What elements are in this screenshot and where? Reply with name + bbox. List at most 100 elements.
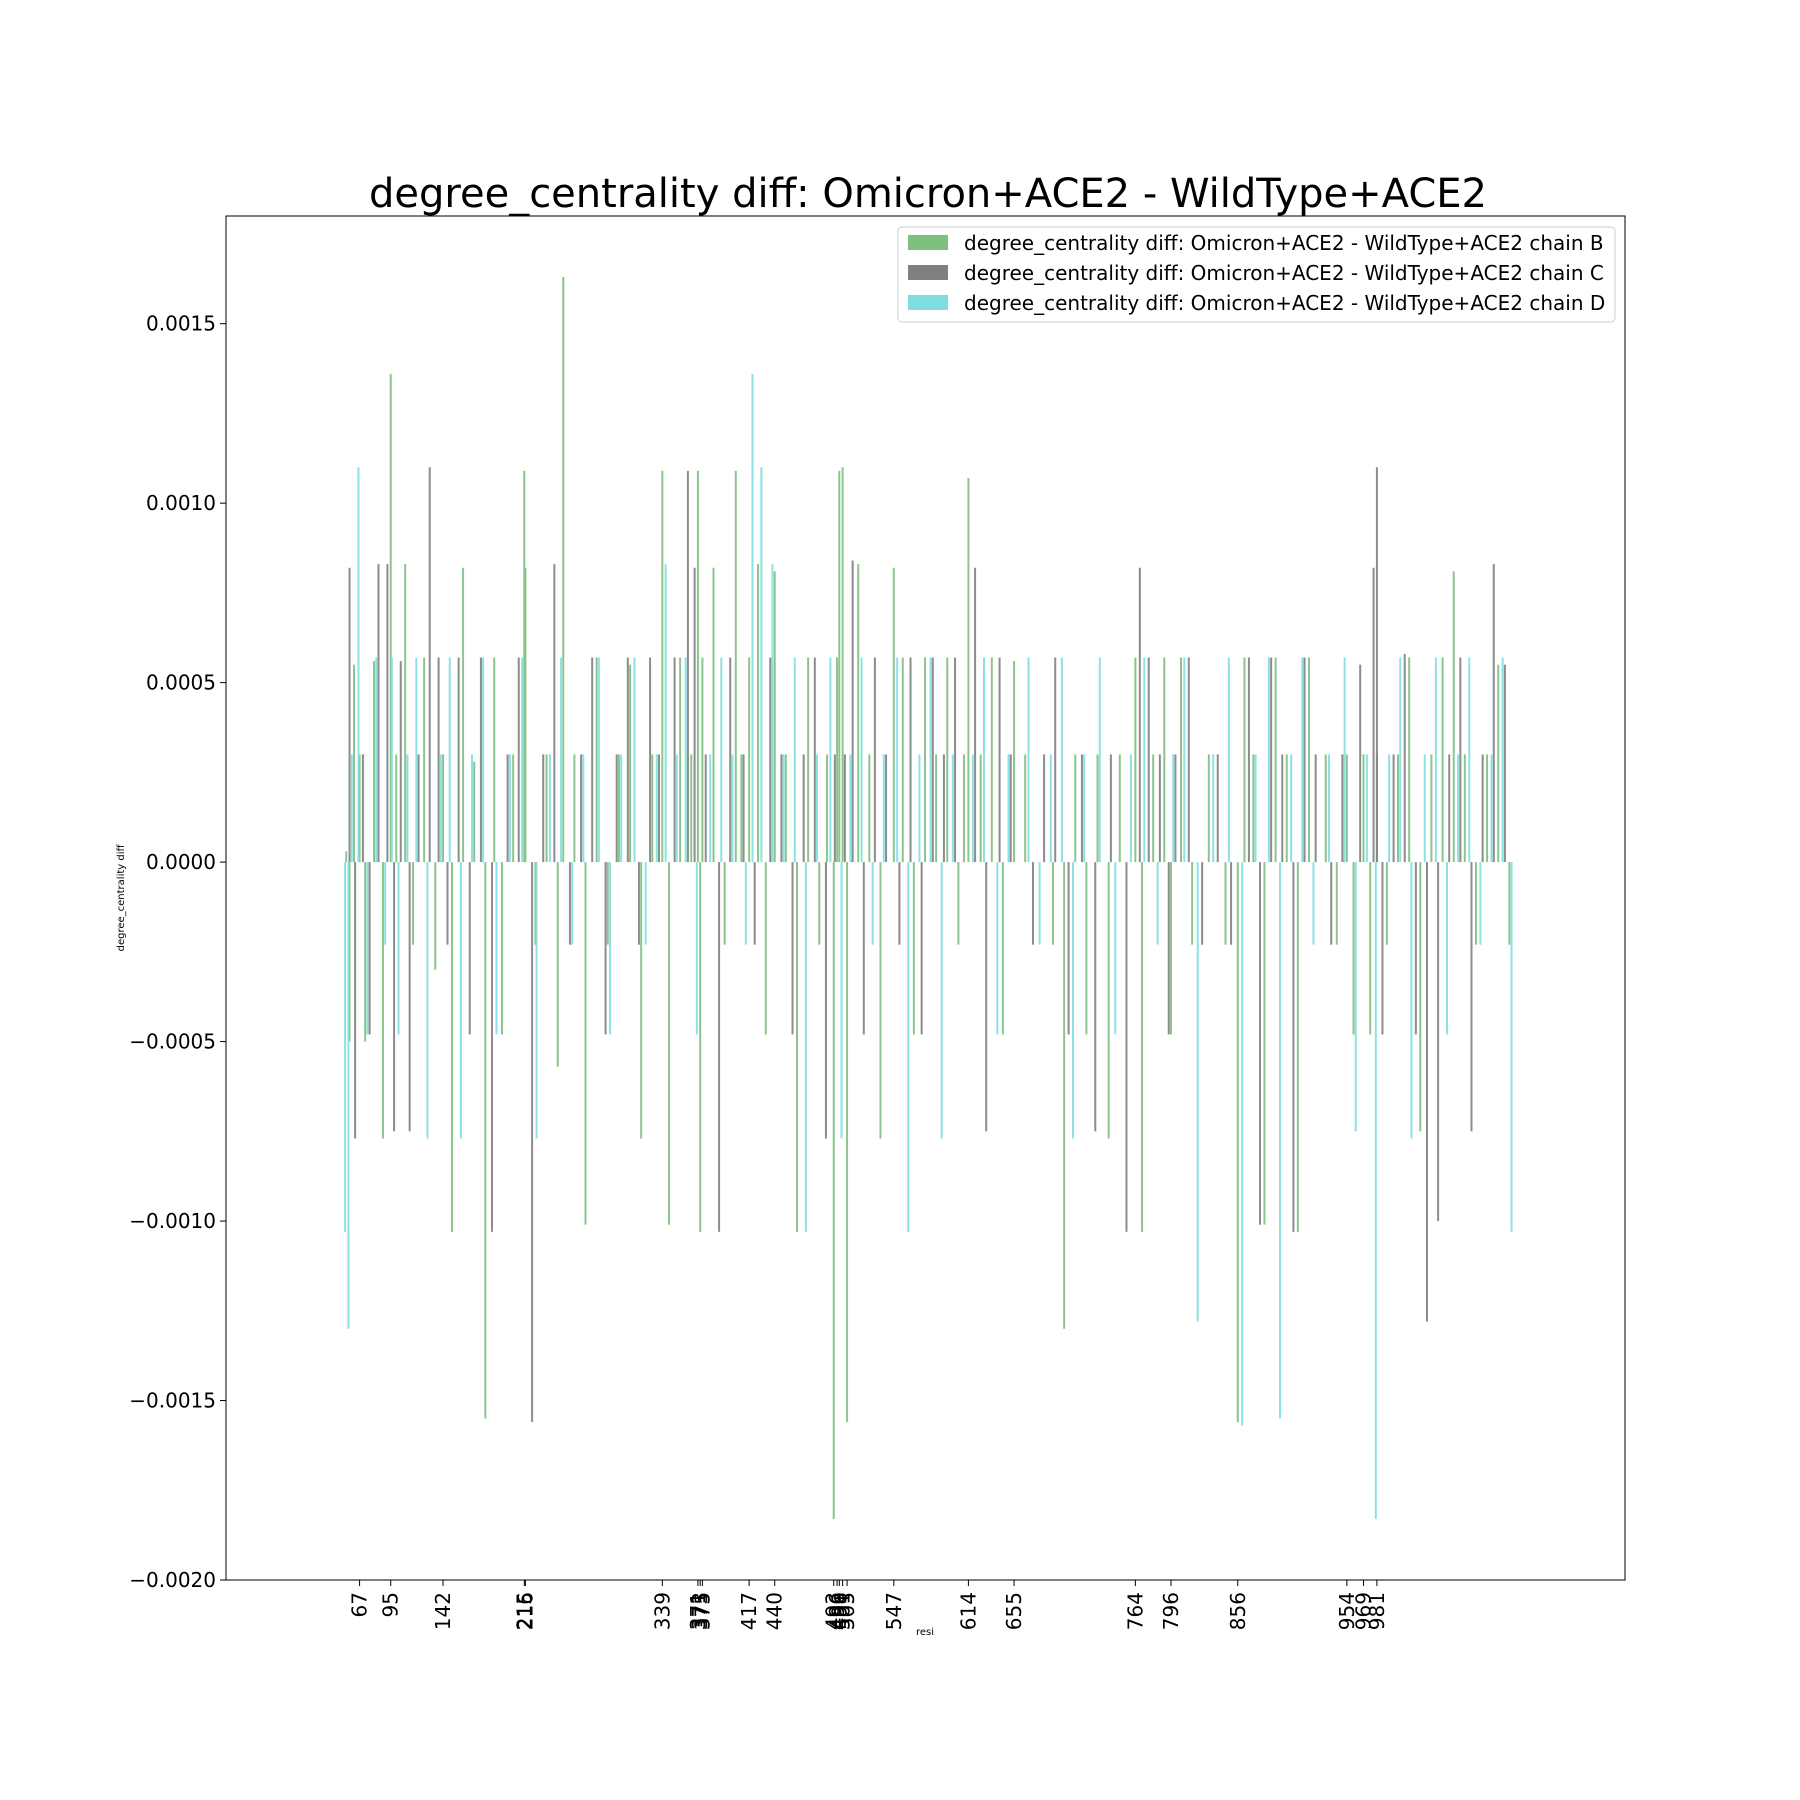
- bar: [568, 862, 571, 945]
- bar: [664, 564, 667, 863]
- bar: [731, 754, 734, 863]
- bar: [531, 862, 534, 1423]
- bar: [1303, 657, 1306, 863]
- bar: [1470, 862, 1473, 1132]
- bar: [1314, 754, 1317, 863]
- bar: [521, 657, 524, 863]
- bar: [1381, 862, 1384, 1035]
- x-tick-label: 373: [688, 1592, 712, 1630]
- bar: [506, 754, 509, 863]
- bar: [901, 657, 904, 863]
- x-tick-label: 417: [737, 1592, 761, 1630]
- bar: [404, 564, 407, 863]
- series-3-bars: [344, 373, 1513, 1519]
- bar: [1343, 657, 1346, 863]
- bar: [957, 862, 960, 945]
- bar: [748, 657, 751, 863]
- bar: [350, 754, 353, 863]
- bar: [1359, 664, 1362, 863]
- bar: [1290, 754, 1293, 863]
- bar: [704, 754, 707, 863]
- bar: [684, 657, 687, 863]
- bar: [1067, 862, 1070, 1035]
- bar: [1345, 754, 1348, 863]
- bar: [764, 862, 767, 1035]
- bar: [1207, 754, 1210, 863]
- bar: [1224, 862, 1227, 945]
- bar: [742, 754, 745, 863]
- bar: [740, 754, 743, 863]
- bar: [512, 754, 515, 863]
- bar: [1052, 862, 1054, 945]
- bar: [985, 862, 988, 1132]
- bar: [979, 754, 982, 863]
- bar: [412, 862, 414, 945]
- bar: [439, 754, 442, 863]
- bar: [1187, 657, 1190, 863]
- bar: [898, 862, 901, 945]
- bar: [699, 862, 702, 1232]
- bar: [606, 862, 609, 945]
- bar: [1492, 564, 1495, 863]
- bar: [1335, 862, 1338, 945]
- bar: [841, 467, 844, 863]
- bar: [1085, 862, 1088, 1035]
- bar: [796, 862, 798, 1232]
- bar: [361, 754, 364, 863]
- bar: [1281, 754, 1284, 863]
- bar: [940, 862, 943, 1139]
- bar: [679, 657, 682, 863]
- bar: [1419, 862, 1422, 1132]
- bar: [1216, 754, 1219, 863]
- y-tick-label: −0.0015: [129, 1389, 216, 1413]
- bar: [931, 657, 934, 863]
- x-tick-label: 764: [1123, 1592, 1147, 1630]
- bar: [399, 661, 402, 863]
- bar: [843, 754, 846, 863]
- bar: [1230, 862, 1233, 945]
- bar: [437, 657, 440, 863]
- bar: [1083, 754, 1086, 863]
- bar: [548, 754, 551, 863]
- x-tick-label: 215: [512, 1592, 536, 1630]
- bar: [1362, 754, 1365, 863]
- bar: [535, 862, 538, 1139]
- bar: [773, 571, 776, 863]
- bar: [393, 862, 396, 1132]
- bar: [1372, 567, 1375, 863]
- bar: [358, 754, 361, 863]
- y-axis-label: degree_centrality diff: [116, 844, 127, 952]
- bar: [1009, 754, 1012, 863]
- bar: [1446, 862, 1449, 1035]
- bar: [354, 862, 357, 1139]
- x-tick-label: 796: [1159, 1592, 1183, 1630]
- bar: [1397, 754, 1400, 863]
- bar: [1292, 862, 1295, 1232]
- bar: [1301, 657, 1304, 863]
- bar: [1441, 657, 1444, 863]
- bar: [595, 657, 598, 863]
- y-tick-label: 0.0010: [146, 491, 216, 515]
- bar: [757, 564, 760, 863]
- bar: [836, 657, 839, 863]
- bar: [1403, 653, 1406, 863]
- bar: [1459, 657, 1462, 863]
- bar: [729, 657, 732, 863]
- bar: [879, 862, 882, 1139]
- bar: [1043, 754, 1046, 863]
- bar: [929, 657, 932, 863]
- bar: [1414, 862, 1417, 1035]
- bar: [734, 470, 737, 863]
- bar: [1430, 754, 1433, 863]
- bar: [1096, 754, 1099, 863]
- y-tick-label: −0.0020: [129, 1568, 216, 1592]
- y-tick-label: 0.0015: [146, 312, 216, 336]
- bar: [1172, 754, 1175, 863]
- bar: [1143, 657, 1146, 863]
- bar: [1054, 657, 1057, 863]
- bar: [615, 754, 618, 863]
- bar: [751, 373, 754, 863]
- x-tick-label: 496: [825, 1592, 849, 1630]
- bar: [649, 657, 652, 863]
- bar: [1252, 754, 1255, 863]
